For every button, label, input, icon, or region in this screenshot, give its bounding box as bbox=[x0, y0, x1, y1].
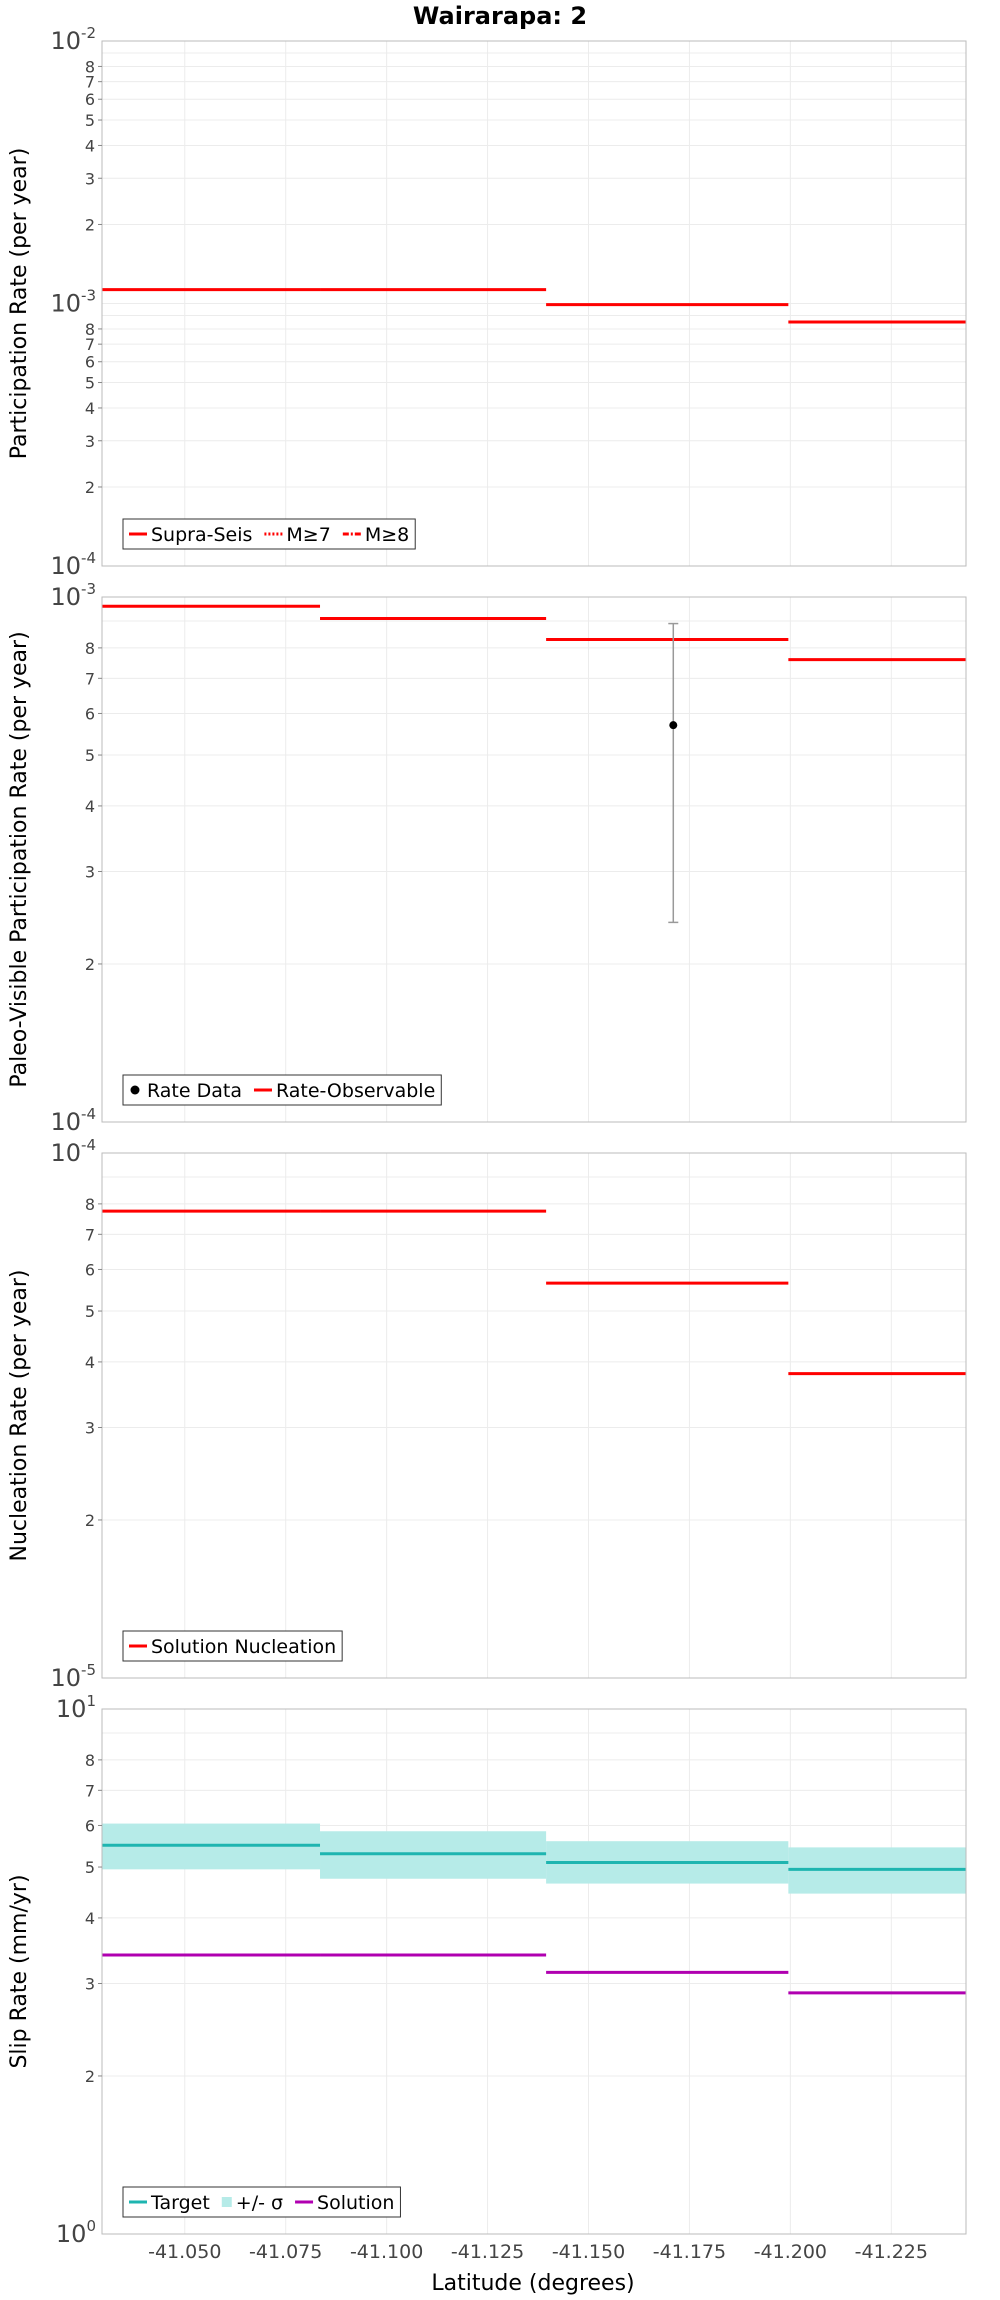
legend: Supra-Seis M≥7 M≥8 bbox=[122, 518, 416, 550]
y-minor-tick-label: 5 bbox=[85, 746, 95, 765]
plot-frame bbox=[101, 1708, 967, 2235]
y-tick-label: 10-3 bbox=[50, 580, 96, 611]
y-minor-tick-label: 4 bbox=[85, 1909, 95, 1928]
y-minor-tick-label: 6 bbox=[85, 704, 95, 723]
panel-1: 10-410-310-223456782345678Participation … bbox=[7, 24, 967, 580]
y-minor-tick-label: 6 bbox=[85, 1260, 95, 1279]
x-tick-label: -41.125 bbox=[451, 2241, 524, 2263]
legend-label: Solution bbox=[317, 2192, 394, 2214]
y-minor-tick-label: 6 bbox=[85, 353, 95, 372]
y-minor-tick-label: 5 bbox=[85, 1858, 95, 1877]
panel-4: 100 101 2 3 4 5 6 7 8 Slip Rate (mm/yr) Target +/- … bbox=[7, 1692, 967, 2248]
y-minor-tick-label: 7 bbox=[85, 73, 95, 92]
x-tick-label: -41.200 bbox=[754, 2241, 827, 2263]
y-minor-tick-label: 5 bbox=[85, 1302, 95, 1321]
y-minor-tick-label: 3 bbox=[85, 863, 95, 882]
x-axis-label: Latitude (degrees) bbox=[431, 2271, 634, 2296]
plot-frame bbox=[101, 596, 967, 1123]
plot-frame bbox=[101, 1152, 967, 1679]
y-minor-tick-label: 8 bbox=[85, 57, 95, 76]
legend-label: Solution Nucleation bbox=[151, 1636, 336, 1658]
legend-box bbox=[122, 2186, 401, 2218]
legend-key-rate-data bbox=[130, 1085, 140, 1095]
legend-box bbox=[122, 1074, 442, 1106]
y-tick-label: 10-4 bbox=[50, 549, 96, 580]
y-tick-label: 10-5 bbox=[50, 1661, 96, 1692]
legend: Rate Data Rate-Observable bbox=[122, 1074, 442, 1106]
legend-box bbox=[122, 1630, 343, 1662]
y-minor-tick-label: 2 bbox=[85, 1511, 95, 1530]
x-tick-label: -41.050 bbox=[148, 2241, 221, 2263]
legend-label: Supra-Seis bbox=[151, 524, 252, 546]
legend-key-- bbox=[221, 2197, 232, 2207]
y-minor-tick-label: 3 bbox=[85, 1419, 95, 1438]
y-minor-tick-label: 7 bbox=[85, 669, 95, 688]
y-axis-label: Participation Rate (per year) bbox=[7, 148, 32, 460]
plot-frame bbox=[101, 40, 967, 567]
y-tick-label: 10-2 bbox=[50, 24, 96, 55]
y-minor-tick-label: 4 bbox=[85, 136, 95, 155]
y-minor-tick-label: 5 bbox=[85, 374, 95, 393]
panel-2: 10-4 10-3 2 3 4 5 6 7 8 Paleo-Visible Participati… bbox=[7, 580, 967, 1136]
y-minor-tick-label: 2 bbox=[85, 215, 95, 234]
y-minor-tick-label: 4 bbox=[85, 797, 95, 816]
x-tick-label: -41.100 bbox=[350, 2241, 423, 2263]
y-minor-tick-label: 3 bbox=[85, 169, 95, 188]
y-tick-label: 10-4 bbox=[50, 1136, 96, 1167]
legend-label: M≥8 bbox=[365, 524, 409, 546]
legend-label: +/- σ bbox=[236, 2192, 283, 2214]
y-minor-tick-label: 2 bbox=[85, 478, 95, 497]
y-minor-tick-label: 3 bbox=[85, 1975, 95, 1994]
y-minor-tick-label: 7 bbox=[85, 1225, 95, 1244]
y-minor-tick-label: 4 bbox=[85, 399, 95, 418]
panel-3: 10-5 10-4 2 3 4 5 6 7 8 Nucleation Rate (per year… bbox=[7, 1136, 967, 1692]
legend-label: Target bbox=[150, 2192, 210, 2214]
rate-data-point bbox=[669, 721, 678, 730]
legend: Solution Nucleation bbox=[122, 1630, 343, 1662]
x-tick-label: -41.075 bbox=[249, 2241, 322, 2263]
y-minor-tick-label: 6 bbox=[85, 1816, 95, 1835]
y-minor-tick-label: 6 bbox=[85, 90, 95, 109]
x-tick-label: -41.150 bbox=[552, 2241, 625, 2263]
x-tick-label: -41.175 bbox=[653, 2241, 726, 2263]
chart-title: Wairarapa: 2 bbox=[413, 2, 587, 30]
y-minor-tick-label: 8 bbox=[85, 639, 95, 658]
y-tick-label: 101 bbox=[56, 1692, 96, 1723]
y-tick-label: 10-3 bbox=[50, 287, 96, 318]
legend: Target +/- σ Solution bbox=[122, 2186, 401, 2218]
y-minor-tick-label: 7 bbox=[85, 1781, 95, 1800]
y-minor-tick-label: 8 bbox=[85, 1751, 95, 1770]
y-axis-label: Nucleation Rate (per year) bbox=[7, 1270, 32, 1562]
y-minor-tick-label: 7 bbox=[85, 335, 95, 354]
y-minor-tick-label: 3 bbox=[85, 432, 95, 451]
y-minor-tick-label: 4 bbox=[85, 1353, 95, 1372]
y-minor-tick-label: 2 bbox=[85, 2067, 95, 2086]
y-tick-label: 100 bbox=[56, 2217, 96, 2248]
legend-label: Rate-Observable bbox=[276, 1080, 435, 1102]
y-minor-tick-label: 8 bbox=[85, 1195, 95, 1214]
y-minor-tick-label: 5 bbox=[85, 111, 95, 130]
legend-label: M≥7 bbox=[286, 524, 330, 546]
x-tick-label: -41.225 bbox=[855, 2241, 928, 2263]
y-axis-label: Slip Rate (mm/yr) bbox=[7, 1874, 32, 2068]
y-tick-label: 10-4 bbox=[50, 1105, 96, 1136]
y-minor-tick-label: 8 bbox=[85, 320, 95, 339]
y-axis-label: Paleo-Visible Participation Rate (per ye… bbox=[7, 631, 32, 1087]
legend-label: Rate Data bbox=[147, 1080, 242, 1102]
y-minor-tick-label: 2 bbox=[85, 955, 95, 974]
